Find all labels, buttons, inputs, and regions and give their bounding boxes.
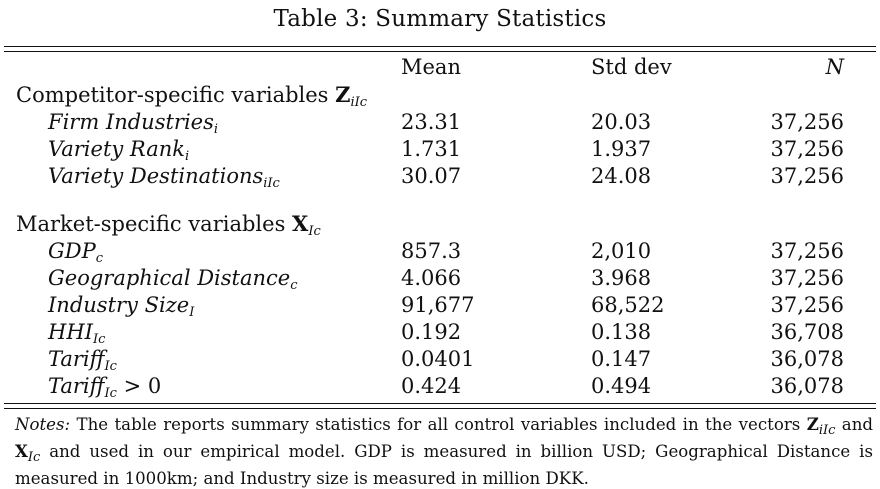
mean-value: 91,677 (401, 293, 475, 317)
notes-z-symbol: Z (806, 414, 819, 434)
group-label: Competitor-specific variables (16, 83, 329, 107)
variable-sub: c (95, 251, 104, 266)
n-value: 36,708 (770, 320, 844, 344)
variable-name: Tariff (48, 374, 105, 398)
sd-value: 0.494 (591, 374, 652, 398)
variable-sub: Ic (104, 359, 117, 374)
table-row: GDPc 857.3 2,010 37,256 (0, 239, 880, 266)
variable-name: Geographical Distance (48, 266, 291, 290)
notes-label: Notes: (15, 415, 71, 434)
group-symbol: X (292, 211, 309, 236)
table-row: HHIIc 0.192 0.138 36,708 (0, 320, 880, 347)
sd-value: 20.03 (591, 110, 652, 134)
top-rule-inner (4, 51, 876, 53)
n-value: 37,256 (770, 239, 844, 263)
sd-value: 0.138 (591, 320, 652, 344)
table-row: Variety DestinationsiIc 30.07 24.08 37,2… (0, 164, 880, 191)
mean-value: 857.3 (401, 239, 462, 263)
variable-sub: I (189, 305, 195, 320)
mean-value: 23.31 (401, 110, 462, 134)
sd-value: 1.937 (591, 137, 652, 161)
bottom-rule-inner (4, 408, 876, 410)
table-row: Variety Ranki 1.731 1.937 37,256 (0, 137, 880, 164)
group-symbol: Z (335, 82, 351, 107)
table-notes: Notes: The table reports summary statist… (15, 414, 873, 489)
table-row: TariffIc > 0 0.424 0.494 36,078 (0, 374, 880, 401)
variable-name: Variety Rank (48, 137, 185, 161)
sd-value: 0.147 (591, 347, 652, 371)
variable-sub: Ic (92, 332, 106, 347)
variable-name: Industry Size (48, 293, 190, 317)
table-row: Geographical Distancec 4.066 3.968 37,25… (0, 266, 880, 293)
column-header-std-dev: Std dev (591, 55, 672, 79)
group-symbol-sub: iIc (350, 95, 368, 110)
n-value: 36,078 (770, 347, 844, 371)
variable-name: HHI (48, 320, 93, 344)
sd-value: 68,522 (591, 293, 665, 317)
sd-value: 24.08 (591, 164, 652, 188)
n-value: 36,078 (770, 374, 844, 398)
variable-sub: Ic (104, 386, 117, 401)
mean-value: 30.07 (401, 164, 462, 188)
notes-and: and (835, 415, 874, 434)
group-label: Market-specific variables (16, 212, 286, 236)
notes-z-sub: iIc (818, 423, 836, 438)
bottom-rule (4, 403, 876, 405)
variable-name: Variety Destinations (48, 164, 264, 188)
mean-value: 0.192 (401, 320, 462, 344)
n-value: 37,256 (770, 137, 844, 161)
notes-text-2: and used in our empirical model. GDP is … (15, 442, 873, 488)
mean-value: 4.066 (401, 266, 462, 290)
table-row: Industry SizeI 91,677 68,522 37,256 (0, 293, 880, 320)
sd-value: 2,010 (591, 239, 652, 263)
variable-sub: iIc (263, 176, 280, 191)
table-caption: Table 3: Summary Statistics (273, 6, 607, 32)
n-value: 37,256 (770, 164, 844, 188)
column-header-mean: Mean (401, 55, 461, 79)
variable-sub: c (290, 278, 298, 293)
group-heading-market: Market-specific variables XIc (0, 211, 880, 239)
n-value: 37,256 (770, 110, 844, 134)
mean-value: 1.731 (401, 137, 462, 161)
sd-value: 3.968 (591, 266, 652, 290)
notes-x-symbol: X (15, 441, 28, 461)
n-value: 37,256 (770, 293, 844, 317)
variable-sub: i (184, 149, 190, 164)
n-value: 37,256 (770, 266, 844, 290)
group-heading-competitor: Competitor-specific variables ZiIc (0, 82, 880, 110)
group-symbol-sub: Ic (308, 224, 321, 239)
variable-sub: i (213, 122, 219, 137)
variable-name: Tariff (48, 347, 105, 371)
variable-name: Firm Industries (48, 110, 214, 134)
top-rule (4, 46, 876, 48)
notes-x-sub: Ic (27, 450, 41, 465)
table-row: Firm Industriesi 23.31 20.03 37,256 (0, 110, 880, 137)
variable-suffix: > 0 (116, 374, 162, 398)
notes-text-1: The table reports summary statistics for… (70, 415, 807, 434)
table-row: TariffIc 0.0401 0.147 36,078 (0, 347, 880, 374)
mean-value: 0.424 (401, 374, 462, 398)
variable-name: GDP (48, 239, 96, 263)
mean-value: 0.0401 (401, 347, 475, 371)
column-header-n: N (825, 55, 844, 79)
